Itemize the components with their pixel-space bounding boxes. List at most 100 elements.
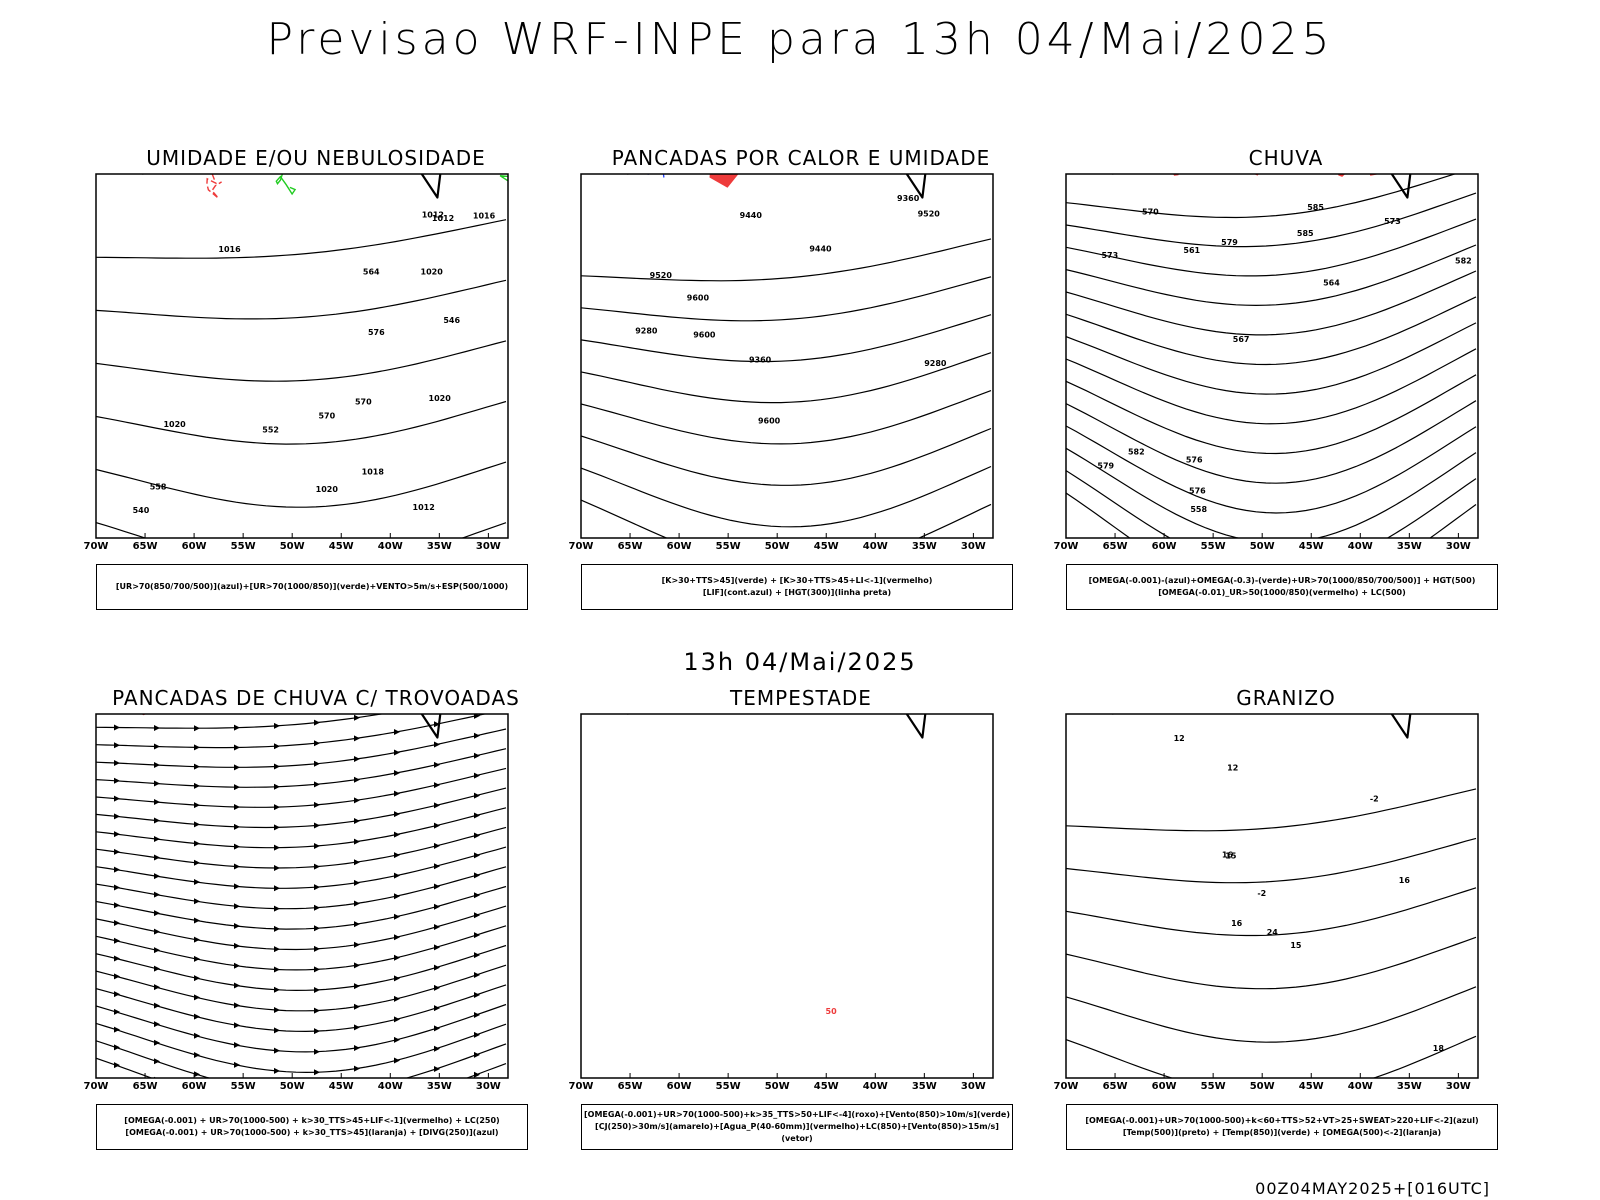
legend-box: [K>30+TTS>45](verde) + [K>30+TTS>45+LI<-… [581,564,1013,610]
contour-label: 1016 [218,245,241,254]
streamline-arrow [194,955,200,962]
streamline-arrow [194,1032,200,1039]
streamline-arrow [274,783,280,790]
streamline-arrow [194,917,200,924]
lon-label: 70W [569,1081,594,1092]
contour-label: 582 [1455,257,1472,266]
streamline-arrow [274,722,280,729]
streamline-arrow [154,1058,160,1065]
streamline-arrow [354,879,360,886]
streamline-arrow [234,724,240,731]
map-content: 9600 9600 9600 9520 9520 9440 9440 9360 9280 9280… [581,174,992,538]
lon-label: 50W [1250,1081,1275,1092]
streamline-arrow [314,1007,320,1014]
hgt500-contour [1066,425,1477,514]
lon-label: 35W [427,541,452,552]
panel-title: TEMPESTADE [730,686,872,710]
lon-label: 50W [280,541,305,552]
map-frame [580,713,994,1079]
streamline-arrow [434,721,440,728]
streamline-arrow [474,812,480,819]
lon-label: 50W [1250,541,1275,552]
streamline-arrow [234,962,240,969]
streamline-arrow [314,863,320,870]
streamline-arrow [434,924,440,931]
lon-label: 65W [618,541,643,552]
contour-label: 585 [1307,203,1324,212]
streamline-arrow [114,991,120,998]
lon-label: 45W [1299,541,1324,552]
streamline-arrow [114,866,120,873]
lon-label: 45W [814,1081,839,1092]
lon-label: 55W [1201,1081,1226,1092]
contour-label: 570 [318,412,335,421]
streamline-arrow [114,1026,120,1033]
streamline-arrow [314,884,320,891]
streamline-arrow [194,802,200,809]
streamline-arrow [274,1047,280,1054]
map-umidade: 1012101610161020102010201012101210181020… [84,173,509,552]
streamline-arrow [154,854,160,861]
lon-label: 30W [476,1081,501,1092]
streamline-arrow [354,776,360,783]
lon-label: 30W [961,541,986,552]
temp500-contour [1066,887,1477,937]
streamline-arrow [194,859,200,866]
contour-label: 546 [443,316,460,325]
streamline-arrow [354,1024,360,1031]
streamline-arrow [234,883,240,890]
contour-label: 567 [1233,335,1250,344]
contour-label: 16 [1222,850,1234,859]
lon-label: 55W [231,1081,256,1092]
map-frame [1065,713,1479,1079]
panel-title: PANCADAS POR CALOR E UMIDADE [611,146,991,170]
streamline-arrow [434,984,440,991]
streamline-arrow [394,852,400,859]
contour-label: 1018 [362,468,385,477]
streamline-arrow [354,797,360,804]
contour-label: 573 [1101,251,1118,260]
legend-box: [UR>70(850/700/500)](azul)+[UR>70(1000/8… [96,564,528,610]
streamline-arrow [194,878,200,885]
streamline-arrow [394,811,400,818]
lon-label: 70W [1054,1081,1079,1092]
contour-label: -2 [1257,889,1266,898]
streamline-arrow [474,992,480,999]
lon-label: 55W [231,541,256,552]
page-title: Previsao WRF-INPE para 13h 04/Mai/2025 [266,14,1334,65]
hgt500-contour [1066,218,1477,277]
streamline-arrow [114,1008,120,1015]
lon-label: 45W [329,1081,354,1092]
streamline-arrow [394,1057,400,1064]
lon-label: 55W [716,1081,741,1092]
contour-label: 585 [1297,229,1314,238]
contour-label: 570 [355,397,372,406]
streamline-arrow [114,973,120,980]
streamline-arrow [274,1027,280,1034]
streamline-arrow [114,848,120,855]
contour-label: 9600 [687,294,710,303]
streamline-arrow [314,1090,320,1096]
contour-label: 9360 [749,355,772,364]
streamline-arrow [314,1028,320,1035]
map-content: 50 [627,714,927,1016]
hgt300-contour [581,352,992,404]
streamline-arrow [354,817,360,824]
streamline-arrow [314,740,320,747]
lon-label: 65W [133,541,158,552]
streamline-arrow [274,844,280,851]
map-frame [1065,173,1479,539]
streamline-arrow [394,913,400,920]
streamline-arrow [474,932,480,939]
streamline-arrow [274,763,280,770]
streamline-arrow [234,823,240,830]
streamline-arrow [234,923,240,930]
panel-chuva: CHUVA 585 585 582 579 576 573 570 567 564 561 558 5… [1036,146,1536,616]
streamline-arrow [114,955,120,962]
contour-label: 582 [1128,447,1145,456]
lon-label: 55W [716,541,741,552]
hgt500-contour [1066,400,1477,484]
streamline-arrow [474,732,480,739]
hgt300-contour [581,427,992,486]
lon-label: 40W [378,1081,403,1092]
